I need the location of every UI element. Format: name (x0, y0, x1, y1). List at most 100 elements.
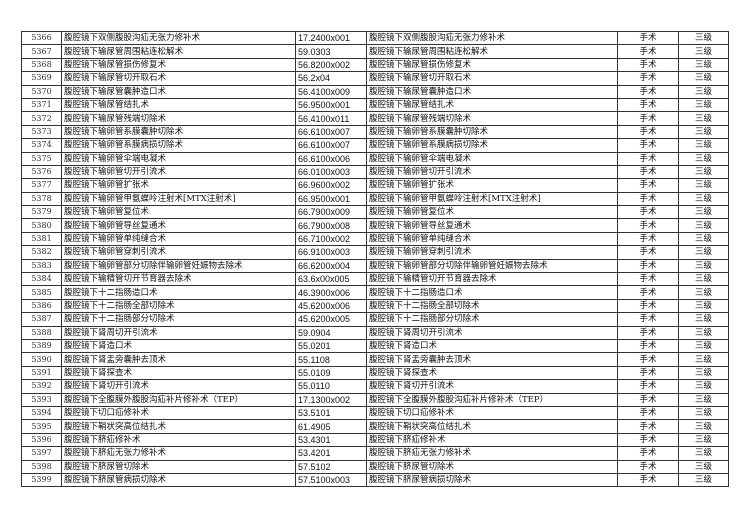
procedure-code: 66.0100x003 (295, 164, 367, 180)
row-number: 5382 (21, 245, 62, 260)
table-row: 5379 腹腔镜下输卵管复位术 66.7900x009 腹腔镜下输卵管复位术 手术 三级 (21, 205, 729, 220)
grade: 三级 (678, 459, 729, 474)
procedure-name: 腹腔镜下输卵管甲氨蝶呤注射术[MTX注射术] (61, 191, 296, 207)
procedure-name-repeat: 腹腔镜下肾造口术 (366, 338, 618, 354)
table-row: 5366 腹腔镜下双侧腹股沟疝无张力修补术 17.2400x001 腹腔镜下双侧腹股沟… (21, 30, 729, 46)
category: 手术 (617, 178, 679, 193)
procedure-name-repeat: 腹腔镜下输卵管导丝复通术 (366, 218, 618, 233)
grade: 三级 (678, 298, 729, 314)
grade: 三级 (678, 30, 729, 46)
procedure-name: 腹腔镜下脐疝修补术 (61, 432, 296, 448)
grade: 三级 (678, 379, 729, 394)
procedure-name: 腹腔镜下输卵管穿刺引流术 (61, 245, 296, 260)
grade: 三级 (678, 178, 729, 193)
category: 手术 (617, 218, 679, 233)
procedure-name: 腹腔镜下脐尿管切除术 (61, 459, 296, 474)
category: 手术 (617, 285, 679, 300)
procedure-code: 56.4100x011 (295, 111, 367, 126)
grade: 三级 (678, 392, 729, 407)
row-number: 5383 (21, 258, 62, 274)
procedure-name: 腹腔镜下十二指肠部分切除术 (61, 312, 296, 327)
row-number: 5399 (21, 472, 62, 488)
procedure-name: 腹腔镜下脐疝无张力修补术 (61, 446, 296, 461)
procedure-name-repeat: 腹腔镜下输卵管复位术 (366, 205, 618, 220)
procedure-name: 腹腔镜下输尿管囊肿造口术 (61, 84, 296, 99)
category: 手术 (617, 44, 679, 59)
procedure-code: 53.5101 (295, 405, 367, 421)
table-row: 5392 腹腔镜下肾切开引流术 55.0110 腹腔镜下肾切开引流术 手术 三级 (21, 379, 729, 394)
procedure-code: 57.5102 (295, 459, 367, 474)
row-number: 5367 (21, 44, 62, 59)
category: 手术 (617, 71, 679, 86)
table-row: 5370 腹腔镜下输尿管囊肿造口术 56.4100x009 腹腔镜下输尿管囊肿造口术手… (21, 84, 729, 99)
procedure-name: 腹腔镜下输卵管系膜病损切除术 (61, 138, 296, 153)
category: 手术 (617, 84, 679, 99)
row-number: 5368 (21, 57, 62, 73)
procedure-code: 57.5100x003 (295, 472, 367, 488)
procedure-name-repeat: 腹腔镜下输尿管残端切除术 (366, 111, 618, 126)
table-row: 5376 腹腔镜下输卵管切开引流术 66.0100x003 腹腔镜下输卵管切开引流术手… (21, 164, 729, 180)
row-number: 5398 (21, 459, 62, 474)
procedure-name: 腹腔镜下输卵管部分切除伴输卵管妊娠物去除术 (61, 258, 296, 274)
row-number: 5377 (21, 178, 62, 193)
row-number: 5375 (21, 151, 62, 166)
procedure-code: 55.1108 (295, 352, 367, 367)
table-row: 5382 腹腔镜下输卵管穿刺引流术 66.9100x003 腹腔镜下输卵管穿刺引流术手… (21, 245, 729, 260)
procedure-name: 腹腔镜下肾周切开引流术 (61, 325, 296, 340)
procedure-name-repeat: 腹腔镜下肾盂旁囊肿去顶术 (366, 352, 618, 367)
procedure-code: 66.9600x002 (295, 178, 367, 193)
procedure-name: 腹腔镜下输尿管切开取石术 (61, 71, 296, 86)
category: 手术 (617, 245, 679, 260)
procedure-code: 66.9100x003 (295, 245, 367, 260)
row-number: 5384 (21, 272, 62, 287)
procedure-name-repeat: 腹腔镜下肾切开引流术 (366, 379, 618, 394)
procedure-name: 腹腔镜下肾盂旁囊肿去顶术 (61, 352, 296, 367)
procedure-code: 63.6x00x005 (295, 272, 367, 287)
row-number: 5393 (21, 392, 62, 407)
category: 手术 (617, 258, 679, 274)
table-row: 5369 腹腔镜下输尿管切开取石术 56.2x04 腹腔镜下输尿管切开取石术 手术 三级 (21, 71, 729, 86)
procedure-name-repeat: 腹腔镜下输尿管囊肿造口术 (366, 84, 618, 99)
procedure-name: 腹腔镜下输尿管周围粘连松解术 (61, 44, 296, 59)
category: 手术 (617, 111, 679, 126)
procedure-code: 66.7100x002 (295, 231, 367, 247)
procedure-table: 5366 腹腔镜下双侧腹股沟疝无张力修补术 17.2400x001 腹腔镜下双侧腹股沟… (21, 30, 729, 488)
table-row: 5386 腹腔镜下十二指肠全部切除术 45.6200x006 腹腔镜下十二指肠全部切除… (21, 298, 729, 314)
procedure-code: 66.9500x001 (295, 191, 367, 207)
row-number: 5381 (21, 231, 62, 247)
table-row: 5381 腹腔镜下输卵管单纯缝合术 66.7100x002 腹腔镜下输卵管单纯缝合术手… (21, 231, 729, 247)
category: 手术 (617, 205, 679, 220)
procedure-name: 腹腔镜下输尿管损伤修复术 (61, 57, 296, 73)
grade: 三级 (678, 472, 729, 488)
procedure-name-repeat: 腹腔镜下脐尿管病损切除术 (366, 472, 618, 488)
table-row: 5380 腹腔镜下输卵管导丝复通术 66.7900x008 腹腔镜下输卵管导丝复通术手… (21, 218, 729, 233)
grade: 三级 (678, 205, 729, 220)
table-row: 5390 腹腔镜下肾盂旁囊肿去顶术 55.1108 腹腔镜下肾盂旁囊肿去顶术 手术 三级 (21, 352, 729, 367)
category: 手术 (617, 446, 679, 461)
grade: 三级 (678, 71, 729, 86)
grade: 三级 (678, 218, 729, 233)
category: 手术 (617, 338, 679, 354)
procedure-name: 腹腔镜下肾切开引流术 (61, 379, 296, 394)
procedure-name-repeat: 腹腔镜下脐疝修补术 (366, 432, 618, 448)
table-row: 5388 腹腔镜下肾周切开引流术 59.0904 腹腔镜下肾周切开引流术 手术 三级 (21, 325, 729, 340)
procedure-name: 腹腔镜下输精管切开节育器去除术 (61, 272, 296, 287)
table-row: 5367 腹腔镜下输尿管周围粘连松解术 59.0303 腹腔镜下输尿管周围粘连松解术手… (21, 44, 729, 59)
procedure-name-repeat: 腹腔镜下切口疝修补术 (366, 405, 618, 421)
table-row: 5395 腹腔镜下鞘状突高位结扎术 61.4905 腹腔镜下鞘状突高位结扎术 手术 三级 (21, 419, 729, 434)
procedure-code: 17.1300x002 (295, 392, 367, 407)
grade: 三级 (678, 44, 729, 59)
row-number: 5386 (21, 298, 62, 314)
table-row: 5383 腹腔镜下输卵管部分切除伴输卵管妊娠物去除术 66.6200x004 腹腔镜下… (21, 258, 729, 274)
procedure-name: 腹腔镜下输尿管残端切除术 (61, 111, 296, 126)
table-row: 5397 腹腔镜下脐疝无张力修补术 53.4201 腹腔镜下脐疝无张力修补术 手术 三级 (21, 446, 729, 461)
category: 手术 (617, 298, 679, 314)
procedure-name: 腹腔镜下输尿管结扎术 (61, 97, 296, 113)
table-row: 5389 腹腔镜下肾造口术 55.0201 腹腔镜下肾造口术 手术 三级 (21, 338, 729, 354)
procedure-code: 45.6200x006 (295, 298, 367, 314)
procedure-name: 腹腔镜下输卵管单纯缝合术 (61, 231, 296, 247)
procedure-name: 腹腔镜下输卵管伞端电凝术 (61, 151, 296, 166)
grade: 三级 (678, 352, 729, 367)
procedure-name: 腹腔镜下十二指肠全部切除术 (61, 298, 296, 314)
procedure-code: 66.6100x006 (295, 151, 367, 166)
